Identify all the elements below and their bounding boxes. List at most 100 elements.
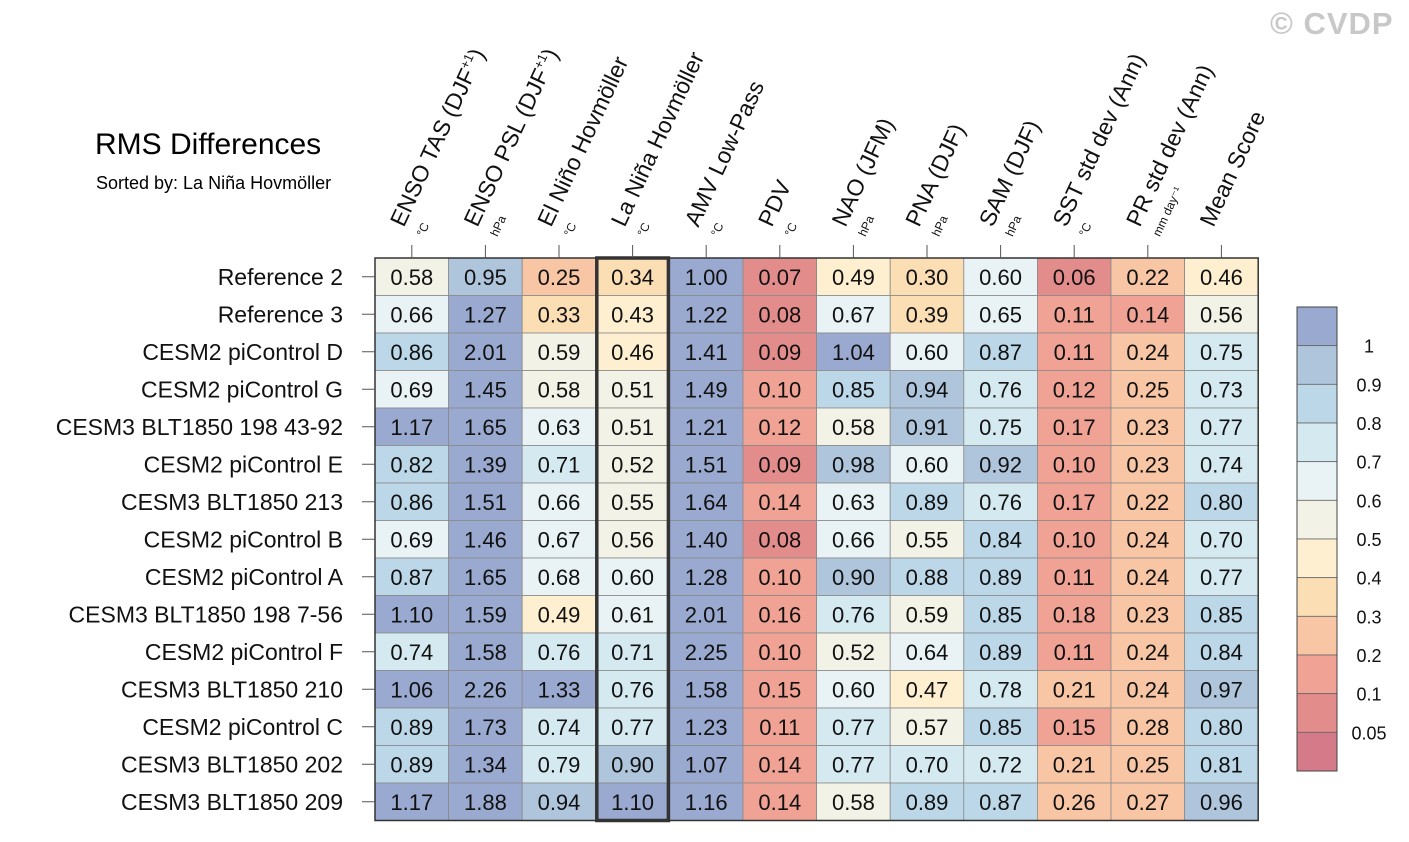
cell-value: 1.51	[685, 452, 728, 477]
heatmap-cell	[1037, 445, 1112, 484]
cell-value: 0.94	[906, 377, 949, 402]
cell-value: 0.60	[979, 265, 1022, 290]
cell-value: 0.24	[1126, 340, 1169, 365]
colorbar-segment	[1296, 383, 1338, 424]
heatmap-cell	[521, 595, 597, 634]
cell-value: 0.86	[390, 340, 433, 365]
column-label: SAM (DJF)	[974, 116, 1046, 230]
heatmap-cell	[595, 595, 670, 634]
heatmap-cell	[374, 557, 449, 596]
heatmap-cell	[889, 595, 965, 634]
heatmap-cell	[448, 632, 523, 671]
chart-subtitle: Sorted by: La Niña Hovmöller	[96, 173, 332, 193]
cell-value: 0.81	[1200, 752, 1243, 777]
heatmap-cell	[889, 782, 965, 821]
cell-value: 0.43	[611, 302, 654, 327]
cell-value: 0.30	[906, 265, 949, 290]
cell-value: 0.22	[1126, 265, 1169, 290]
cell-value: 1.64	[685, 490, 728, 515]
heatmap-cell	[1037, 745, 1112, 784]
colorbar-segment	[1296, 615, 1338, 656]
heatmap-cell	[448, 745, 523, 784]
colorbar-segment	[1296, 499, 1338, 540]
heatmap-cell	[448, 257, 523, 296]
heatmap-cell	[889, 745, 965, 784]
heatmap-cell	[521, 670, 597, 709]
cell-value: 0.10	[758, 565, 801, 590]
heatmap-cell	[595, 520, 670, 559]
heatmap-cell	[1184, 745, 1259, 784]
cell-value: 0.95	[464, 265, 507, 290]
heatmap-cell	[816, 670, 891, 709]
cell-value: 0.51	[611, 377, 654, 402]
heatmap-cell	[1037, 520, 1112, 559]
column-unit: °C	[708, 220, 727, 238]
heatmap-cell	[595, 782, 670, 821]
column-unit: hPa	[1003, 213, 1025, 239]
heatmap-cell	[448, 445, 523, 484]
cell-value: 0.24	[1126, 527, 1169, 552]
cell-value: 1.23	[685, 715, 728, 740]
cell-value: 0.78	[979, 677, 1022, 702]
heatmap-cell	[521, 745, 597, 784]
heatmap-cell	[816, 370, 891, 409]
cell-value: 0.98	[832, 452, 875, 477]
column-header: PDV°C	[753, 176, 801, 239]
heatmap-cell	[521, 370, 597, 409]
cell-value: 0.58	[832, 790, 875, 815]
heatmap-cell	[374, 445, 449, 484]
cell-value: 0.18	[1053, 602, 1096, 627]
cell-value: 0.33	[538, 302, 581, 327]
colorbar-label: 0.05	[1351, 723, 1386, 743]
cell-value: 0.90	[611, 752, 654, 777]
heatmap-cell	[448, 595, 523, 634]
heatmap-cell	[742, 557, 817, 596]
cell-value: 0.12	[1053, 377, 1096, 402]
heatmap-cell	[742, 745, 817, 784]
cell-value: 0.14	[758, 790, 801, 815]
cell-value: 0.69	[390, 527, 433, 552]
cell-value: 2.01	[685, 602, 728, 627]
heatmap-cell	[669, 445, 744, 484]
cell-value: 0.60	[906, 340, 949, 365]
row-label: CESM2 piControl G	[141, 376, 343, 402]
cell-value: 0.63	[832, 490, 875, 515]
column-unit: hPa	[487, 213, 509, 239]
heatmap-cell	[889, 520, 965, 559]
cell-value: 1.58	[464, 640, 507, 665]
heatmap-cell	[1037, 332, 1112, 371]
heatmap-cell	[1037, 482, 1112, 521]
heatmap-cell	[448, 670, 523, 709]
heatmap-cell	[963, 670, 1038, 709]
colorbar-segment	[1296, 345, 1338, 385]
cell-value: 0.17	[1053, 415, 1096, 440]
heatmap-cell	[816, 782, 891, 821]
heatmap-cell	[963, 445, 1038, 484]
cell-value: 1.21	[685, 415, 728, 440]
cell-value: 0.67	[538, 527, 581, 552]
heatmap-cell	[374, 707, 449, 746]
cell-value: 0.26	[1053, 790, 1096, 815]
cell-value: 0.85	[979, 602, 1022, 627]
cell-value: 0.14	[758, 752, 801, 777]
heatmap-cell	[669, 407, 744, 446]
row-label: CESM2 piControl B	[144, 526, 343, 552]
cell-value: 0.34	[611, 265, 654, 290]
cell-value: 0.67	[832, 302, 875, 327]
heatmap-cell	[742, 445, 817, 484]
heatmap-cell	[595, 332, 670, 371]
heatmap-cell	[1110, 257, 1185, 296]
cell-value: 0.75	[1200, 340, 1243, 365]
cell-value: 0.84	[1200, 640, 1243, 665]
column-unit: hPa	[855, 213, 877, 239]
cell-value: 2.25	[685, 640, 728, 665]
row-label: CESM3 BLT1850 209	[121, 789, 343, 815]
heatmap-cell	[1184, 670, 1259, 709]
cell-value: 0.06	[1053, 265, 1096, 290]
cell-value: 0.94	[538, 790, 581, 815]
heatmap-cell	[521, 557, 597, 596]
colorbar-label: 0.6	[1356, 491, 1381, 511]
cell-value: 0.25	[1126, 377, 1169, 402]
row-label: Reference 3	[218, 301, 343, 327]
colorbar-segment	[1296, 422, 1338, 463]
